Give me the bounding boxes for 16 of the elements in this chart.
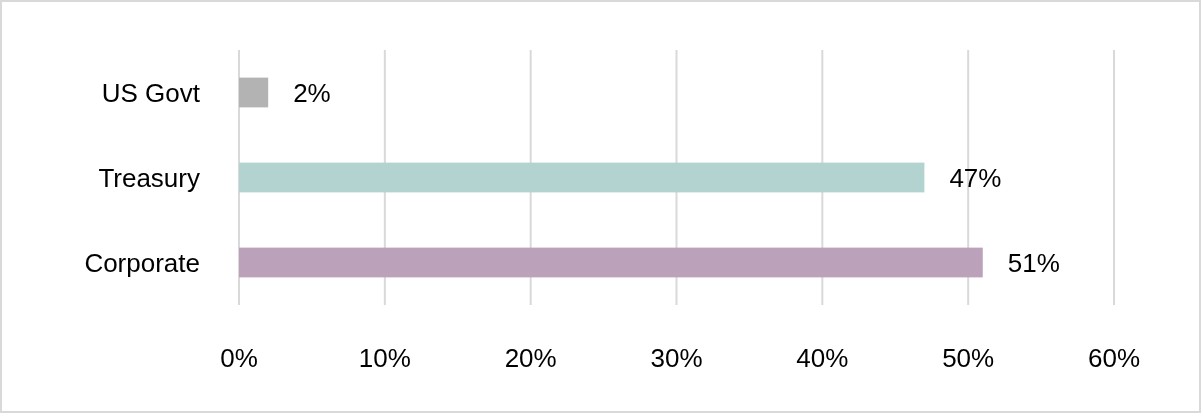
data-label: 47% <box>949 162 1002 193</box>
x-tick-label: 20% <box>504 343 557 374</box>
bar <box>239 162 925 193</box>
y-tick-label: US Govt <box>101 77 201 108</box>
x-tick-label: 60% <box>1087 343 1141 374</box>
y-tick-label: Treasury <box>98 162 200 193</box>
bar <box>239 77 269 108</box>
x-tick-label: 10% <box>358 343 411 374</box>
x-tick-label: 50% <box>942 343 995 374</box>
x-tick-label: 40% <box>796 343 849 374</box>
bar <box>239 247 983 278</box>
x-tick-label: 30% <box>650 343 703 374</box>
y-tick-label: Corporate <box>84 247 200 278</box>
data-label: 2% <box>293 77 331 108</box>
x-tick-label: 0% <box>220 343 258 374</box>
data-label: 51% <box>1007 247 1060 278</box>
